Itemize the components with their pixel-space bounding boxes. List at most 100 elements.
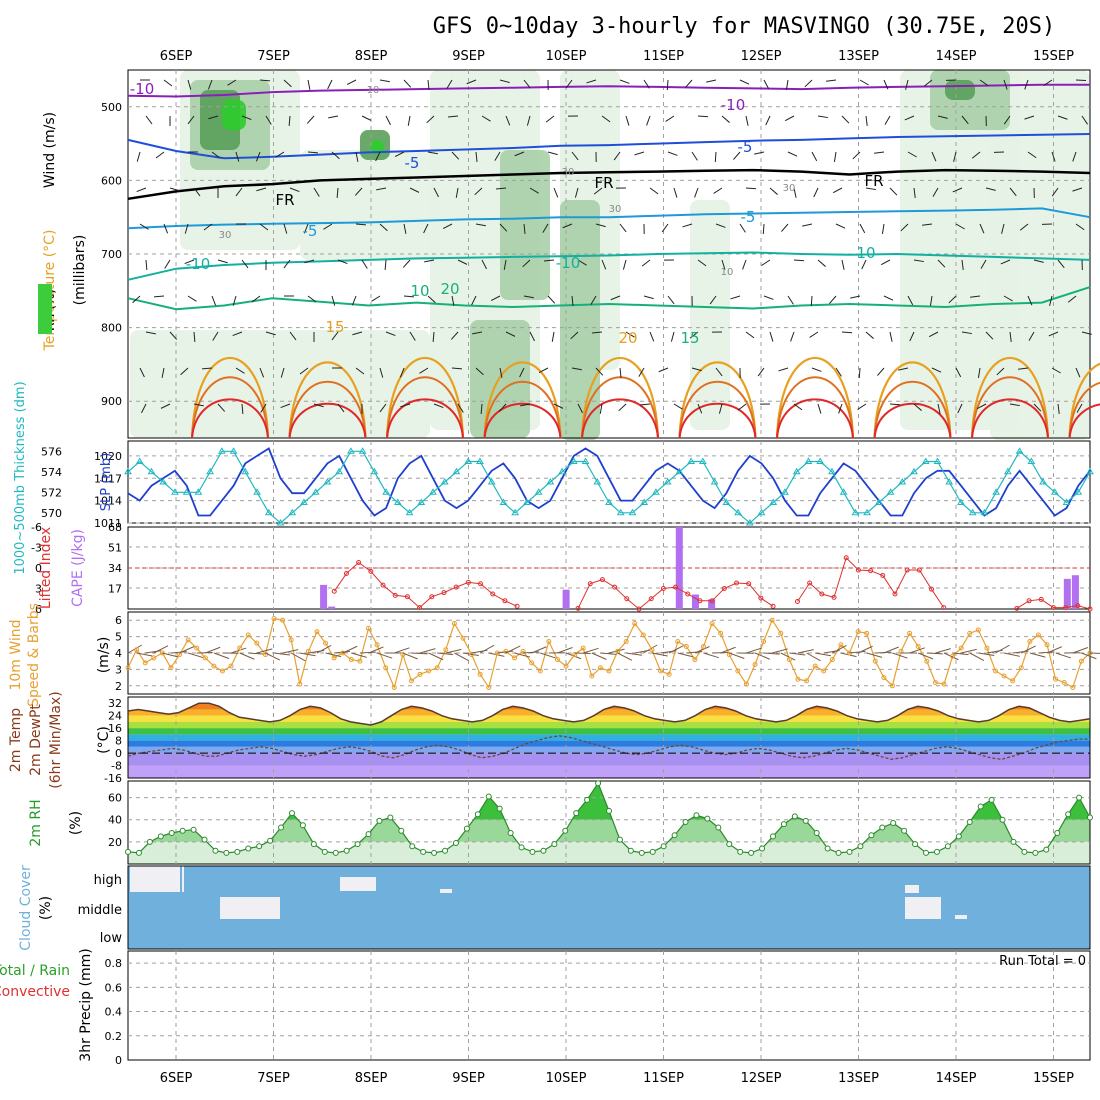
rh-point [704,815,711,822]
wind-barb [306,115,315,124]
wind-barb [1003,79,1008,90]
wind-speed-point [451,620,457,626]
wind-barb [715,223,726,228]
wind-barb [466,79,477,85]
rh-point [463,825,470,832]
wind-barb-10m [703,652,719,659]
wind-barb [407,115,411,126]
wind-barb [763,295,774,300]
wind-barb [661,223,669,233]
cape-bar [562,589,570,609]
wind-barb [529,187,539,194]
wind-barb [400,403,411,408]
date-label-top: 15SEP [1033,49,1074,64]
isotherm-label: -10 [556,254,581,272]
wind-barb [858,367,861,379]
wind-speed-point [151,655,157,661]
wind-barb [331,151,340,160]
thickness-point [734,508,742,516]
wind-barb [280,367,285,378]
wind-barb-10m [531,646,547,654]
wind-barb [136,151,141,162]
cloud-frame [127,865,1091,950]
wind-barb [883,295,894,301]
wind-barb [427,151,438,155]
thickness-point [171,488,179,495]
wind-barb [640,403,651,406]
temp2m-axis-label: 2m Temp [8,708,24,772]
wind-barb [235,367,245,374]
wind-barb [446,79,453,89]
cape-bar [1071,575,1079,609]
rh-point [616,836,623,843]
wind-barb-10m [857,645,873,654]
thickness-point [616,508,625,516]
wind-speed-point [718,630,724,636]
thickness-point [898,478,907,485]
thickness-point [217,447,226,454]
li-point [404,594,410,600]
wind-barb [884,115,891,125]
li-point [368,568,374,574]
wind-barb [139,223,149,230]
wind-barb [835,223,846,229]
wind-speed-point [288,637,294,643]
wind-speed-point [1053,676,1059,682]
rh-point [278,824,285,831]
wind-barb [187,115,195,125]
temp-tick-label: 32 [108,697,122,710]
wind-barb-10m [334,650,351,654]
li-point [1063,605,1069,611]
precip-total-legend: Total / Rain [0,963,70,979]
wind-speed-point [872,658,878,664]
rh2m-unit-label: (%) [68,811,84,835]
wind-barb [1033,259,1044,263]
wind-barb [883,79,889,90]
li-tick-label: -3 [31,542,42,555]
isotherm-warm-contour [873,361,952,439]
wind-barb [523,223,526,234]
wind-barb [781,223,789,232]
wind-speed-point [142,660,148,666]
wind-barb-10m [600,652,617,655]
wind-barb [618,403,627,412]
wind-speed-point [1027,639,1033,645]
wind-barb [658,367,669,373]
wind-barb-10m [205,646,221,654]
li-point [599,577,605,583]
wind-barb [522,259,531,268]
cape-tick-label: 68 [108,521,122,534]
isotherm-warm-contour [775,357,855,439]
wind-barb [787,295,794,305]
wind-barb [187,295,197,302]
rh-point [933,848,940,855]
wind-barb [929,295,933,306]
wind-barb [745,115,749,126]
rh-band [128,783,1090,820]
wind-barb [881,223,885,234]
cape-tick-label: 34 [108,562,122,575]
wind-barb [730,295,741,300]
wind-barb [235,187,243,197]
precip-tick-label: 0 [115,1054,122,1067]
wind-barb [1003,115,1011,125]
wind-barb [1027,295,1033,306]
isotherm-warm-contour [970,357,1050,439]
rh-point [966,818,973,825]
thickness-point [405,508,414,516]
thickness-point [382,488,390,495]
li-point [1050,605,1056,611]
wind-barb [913,259,924,263]
cape-bar [708,599,716,609]
thickness-point [816,457,825,464]
wind-barb [697,403,703,414]
wind-speed-point [262,652,268,658]
rh-point [179,827,186,834]
thickness-point [581,457,590,464]
date-label-bottom: 12SEP [741,1071,782,1086]
wind-barb [852,151,861,160]
wind-barb [904,115,915,121]
li-point [892,591,898,597]
wind-barb [323,223,333,230]
